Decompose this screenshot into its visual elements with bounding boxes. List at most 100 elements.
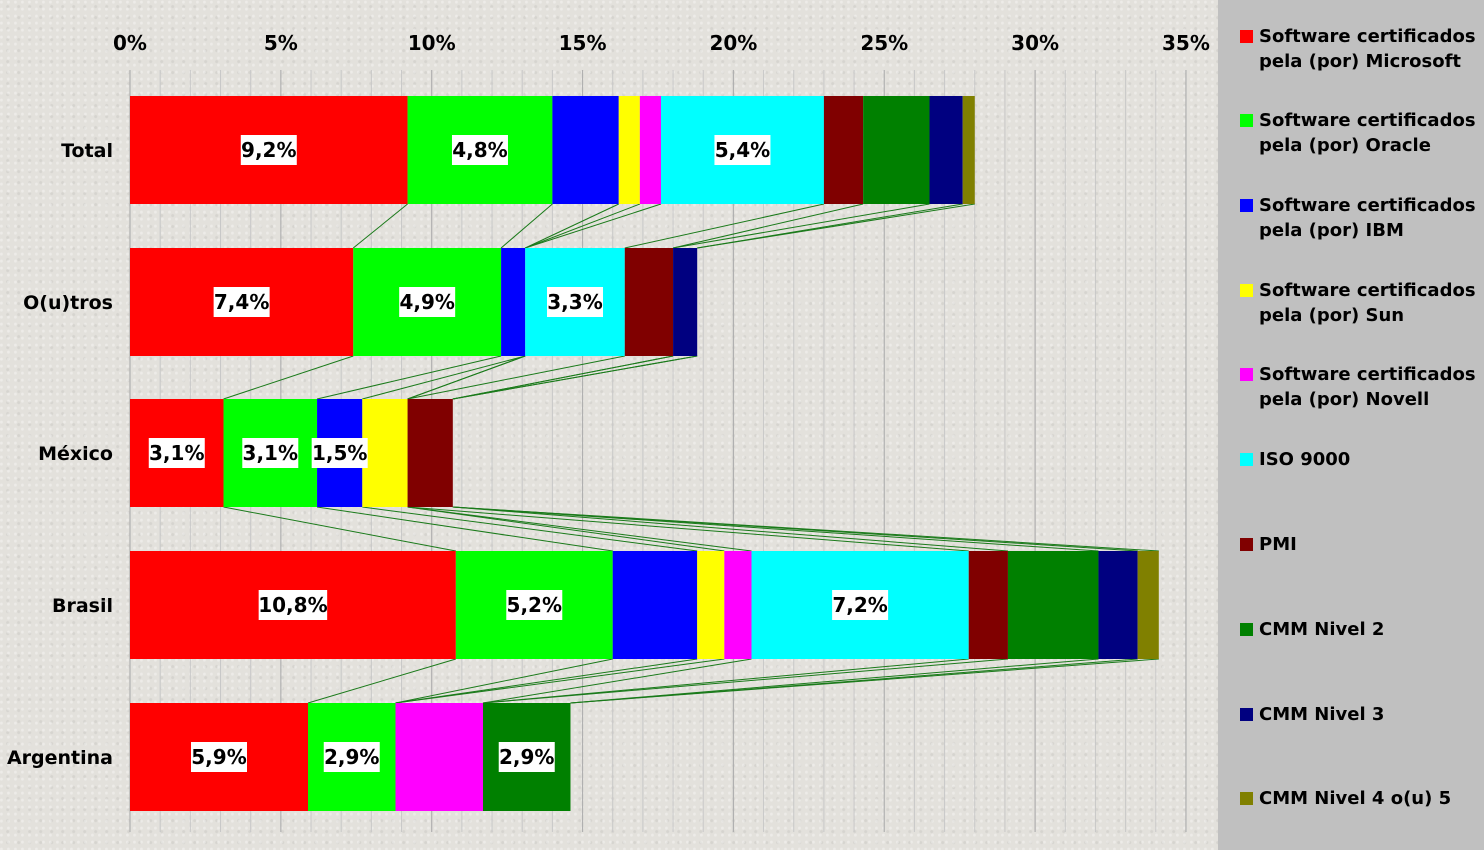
bar-brasil-pmi — [968, 551, 1008, 659]
series-line — [452, 506, 1008, 552]
x-tick-label: 0% — [113, 31, 147, 55]
series-line — [407, 506, 725, 552]
data-label-text: 2,9% — [499, 745, 554, 769]
data-label: 5,9% — [191, 742, 248, 772]
series-line — [452, 355, 698, 400]
x-tick-label: 30% — [1011, 31, 1059, 55]
legend-swatch — [1240, 708, 1253, 721]
bar-brasil-software-certificados-pela-por-sun — [697, 551, 725, 659]
data-label: 5,2% — [506, 590, 563, 620]
legend-label: Software certificados pela (por) Microso… — [1259, 26, 1476, 72]
bar-total-cmm-nivel-4-o-u-5 — [962, 96, 975, 204]
legend: Software certificados pela (por) Microso… — [1218, 0, 1484, 850]
series-line — [316, 506, 613, 552]
data-label-box — [714, 135, 771, 165]
data-label-box — [498, 742, 555, 772]
bar-total-cmm-nivel-2 — [863, 96, 930, 204]
x-tick-label: 5% — [264, 31, 298, 55]
data-label-text: 9,2% — [241, 138, 296, 162]
legend-label: Software certificados pela (por) Oracle — [1259, 110, 1476, 156]
legend-swatch — [1240, 453, 1253, 466]
data-label-box — [547, 287, 604, 317]
series-line — [482, 658, 752, 704]
data-label-text: 5,9% — [191, 745, 246, 769]
data-label-box — [258, 590, 328, 620]
bar-total-software-certificados-pela-por-novell — [639, 96, 661, 204]
series-line — [223, 355, 354, 400]
series-line — [407, 506, 969, 552]
data-label-text: 3,3% — [547, 290, 602, 314]
category-labels: Total O(u)tros México Brasil Argentina — [7, 140, 113, 769]
legend-item-cmm-nivel-3: CMM Nivel 3 — [1240, 702, 1480, 727]
legend-label: Software certificados pela (por) Sun — [1259, 280, 1476, 326]
legend-swatch — [1240, 623, 1253, 636]
bar-brasil-cmm-nivel-2 — [1007, 551, 1099, 659]
data-labels: 9,2% 4,8% 5,4% 7,4% 4,9% 3,3% 3,1% 3,1% 1,5% 10,8… — [148, 135, 889, 772]
legend-swatch — [1240, 199, 1253, 212]
x-axis-ticks: 0% 5% 10% 15% 20% 25% 30% 35% — [113, 31, 1210, 55]
bar-total-cmm-nivel-3 — [929, 96, 963, 204]
data-label-box — [506, 590, 563, 620]
series-line — [482, 658, 969, 704]
data-label: 5,4% — [714, 135, 771, 165]
series-line — [525, 203, 641, 249]
legend-label: PMI — [1259, 534, 1297, 555]
bar-brasil-software-certificados-pela-por-ibm — [612, 551, 698, 659]
bar-brasil-cmm-nivel-4-o-u-5 — [1137, 551, 1159, 659]
legend-item-software-certificados-pela-por-sun: Software certificados pela (por) Sun — [1240, 278, 1480, 328]
series-line — [525, 203, 662, 249]
data-label-text: 3,1% — [243, 441, 298, 465]
data-label-text: 1,5% — [312, 441, 367, 465]
legend-label: ISO 9000 — [1259, 449, 1351, 470]
series-line — [407, 355, 526, 400]
series-line — [316, 355, 502, 400]
data-label-text: 10,8% — [258, 593, 327, 617]
x-tick-label: 20% — [709, 31, 757, 55]
series-line — [223, 506, 456, 552]
data-label-box — [451, 135, 508, 165]
bar-brasil-cmm-nivel-3 — [1098, 551, 1138, 659]
bar-o-u-tros-cmm-nivel-3 — [673, 248, 698, 356]
data-label-text: 2,9% — [324, 745, 379, 769]
data-label: 7,2% — [832, 590, 889, 620]
legend-item-iso-9000: ISO 9000 — [1240, 447, 1480, 472]
legend-swatch — [1240, 792, 1253, 805]
bar-mexico-software-certificados-pela-por-sun — [362, 399, 408, 507]
data-label-box — [832, 590, 889, 620]
data-label-box — [242, 438, 299, 468]
category-label: Total — [61, 140, 113, 162]
series-line — [697, 203, 975, 249]
data-label: 4,9% — [399, 287, 456, 317]
data-label: 3,1% — [148, 438, 205, 468]
series-line — [570, 658, 1099, 704]
legend-label: Software certificados pela (por) Novell — [1259, 364, 1476, 410]
legend-item-cmm-nivel-2: CMM Nivel 2 — [1240, 617, 1480, 642]
data-label-box — [240, 135, 297, 165]
data-label-text: 4,9% — [399, 290, 454, 314]
data-label: 9,2% — [240, 135, 297, 165]
bar-total-software-certificados-pela-por-sun — [618, 96, 640, 204]
series-line — [407, 355, 625, 400]
bar-brasil-software-certificados-pela-por-novell — [724, 551, 752, 659]
bar-o-u-tros-software-certificados-pela-por-ibm — [501, 248, 526, 356]
legend-swatch — [1240, 114, 1253, 127]
data-label: 7,4% — [213, 287, 270, 317]
legend-label: CMM Nivel 2 — [1259, 619, 1385, 640]
data-label-box — [213, 287, 270, 317]
series-line — [352, 203, 408, 249]
data-label-text: 5,4% — [715, 138, 770, 162]
data-label-box — [191, 742, 248, 772]
category-label: Brasil — [52, 595, 113, 617]
x-tick-label: 15% — [559, 31, 607, 55]
x-tick-label: 10% — [408, 31, 456, 55]
legend-label: Software certificados pela (por) IBM — [1259, 195, 1476, 241]
bar-argentina-software-certificados-pela-por-novell — [395, 703, 483, 811]
category-label: O(u)tros — [23, 292, 113, 314]
category-label: México — [38, 443, 113, 465]
data-label: 4,8% — [451, 135, 508, 165]
series-line — [500, 203, 553, 249]
data-label-box — [148, 438, 205, 468]
series-line — [482, 658, 1008, 704]
data-label: 1,5% — [311, 438, 368, 468]
series-line — [395, 658, 698, 704]
